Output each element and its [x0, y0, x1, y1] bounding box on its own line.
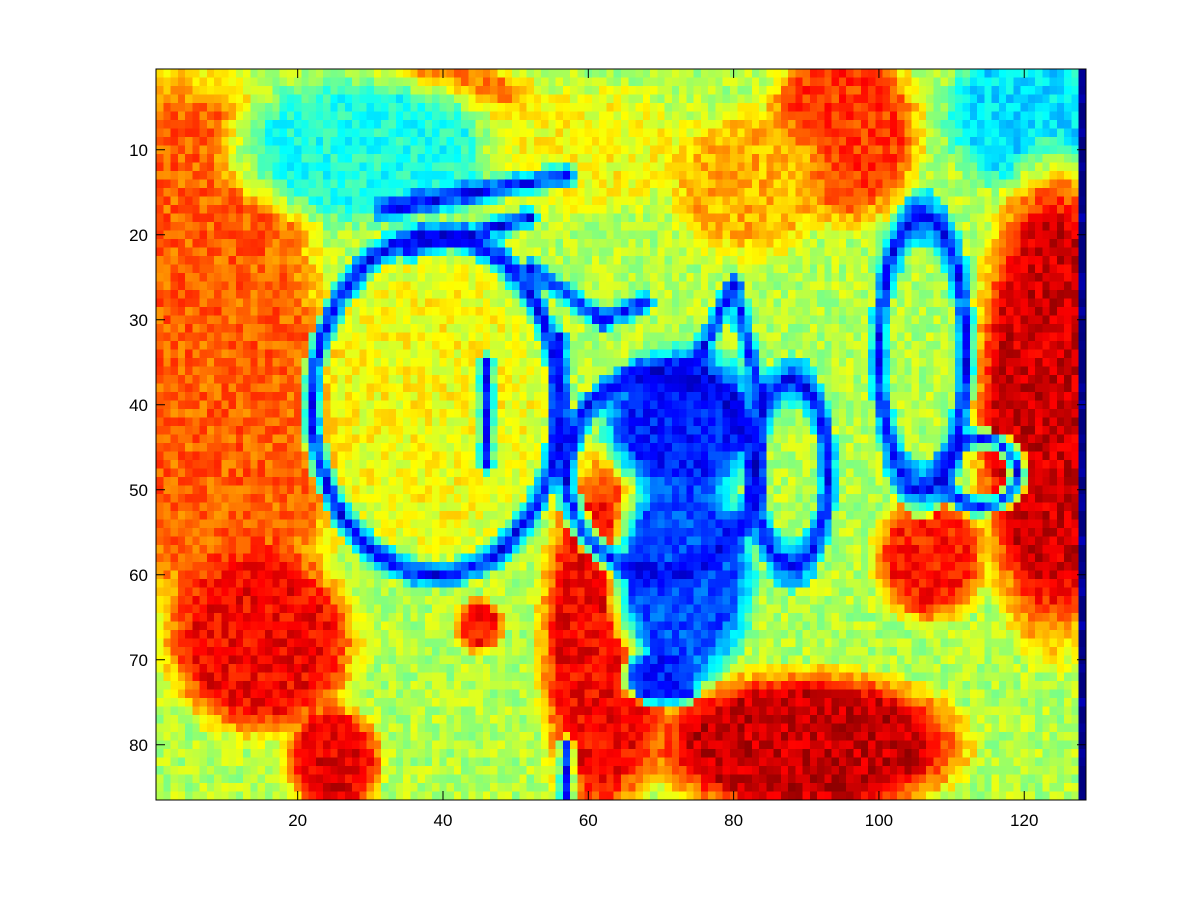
- heatmap-image-container: [156, 69, 1086, 800]
- y-tick-label: 20: [129, 226, 148, 245]
- x-tick-label: 120: [1010, 811, 1038, 830]
- y-tick-label: 10: [129, 141, 148, 160]
- y-tick-labels: 10 20 30 40 50 60 70 80: [129, 141, 148, 755]
- x-tick-label: 60: [579, 811, 598, 830]
- x-tick-label: 80: [724, 811, 743, 830]
- y-tick-label: 50: [129, 481, 148, 500]
- x-tick-label: 40: [434, 811, 453, 830]
- axis-ticks: [156, 69, 1086, 800]
- x-tick-label: 100: [865, 811, 893, 830]
- y-tick-label: 40: [129, 396, 148, 415]
- y-tick-label: 60: [129, 566, 148, 585]
- x-tick-labels: 20 40 60 80 100 120: [288, 811, 1038, 830]
- y-tick-label: 80: [129, 736, 148, 755]
- y-tick-label: 30: [129, 311, 148, 330]
- axes-frame: [155, 68, 1087, 801]
- x-tick-label: 20: [288, 811, 307, 830]
- heatmap-image: [156, 69, 1086, 800]
- y-tick-label: 70: [129, 651, 148, 670]
